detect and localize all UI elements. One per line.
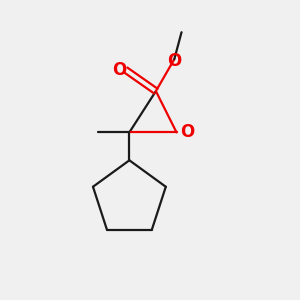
Text: O: O [112, 61, 126, 79]
Text: O: O [180, 123, 194, 141]
Text: O: O [167, 52, 182, 70]
